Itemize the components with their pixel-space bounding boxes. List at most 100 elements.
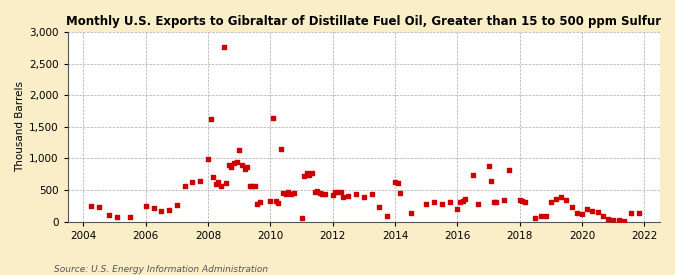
Point [202, 157, 213, 161]
Point [125, 215, 136, 219]
Point [489, 200, 500, 205]
Point [234, 148, 244, 152]
Point [389, 180, 400, 184]
Point [444, 200, 455, 204]
Y-axis label: Thousand Barrels: Thousand Barrels [15, 81, 25, 172]
Point [486, 179, 497, 183]
Point [491, 200, 502, 204]
Point [358, 195, 369, 200]
Point [551, 197, 562, 202]
Point [540, 214, 551, 219]
Point [374, 205, 385, 210]
Point [304, 172, 315, 177]
Point [330, 190, 341, 194]
Point [457, 198, 468, 203]
Point [239, 167, 250, 171]
Point [223, 163, 234, 167]
Point [603, 217, 614, 221]
Point [94, 205, 105, 209]
Point [561, 198, 572, 202]
Point [302, 171, 313, 175]
Point [270, 198, 281, 203]
Point [608, 217, 619, 222]
Point [343, 194, 354, 198]
Point [298, 174, 309, 178]
Point [312, 189, 323, 193]
Point [286, 192, 297, 196]
Point [164, 208, 175, 212]
Point [195, 178, 206, 183]
Point [351, 191, 362, 196]
Point [187, 180, 198, 184]
Point [338, 195, 348, 200]
Point [265, 198, 276, 203]
Point [535, 214, 546, 219]
Point [582, 207, 593, 211]
Point [392, 181, 403, 186]
Point [226, 164, 237, 169]
Point [275, 147, 286, 151]
Point [613, 218, 624, 222]
Point [278, 191, 289, 195]
Point [405, 211, 416, 215]
Point [382, 214, 393, 219]
Point [213, 180, 223, 184]
Point [216, 184, 227, 188]
Point [395, 191, 406, 195]
Point [618, 219, 629, 223]
Point [205, 117, 216, 122]
Point [180, 184, 190, 188]
Point [252, 202, 263, 206]
Point [454, 200, 465, 204]
Point [211, 182, 221, 186]
Point [208, 175, 219, 180]
Point [367, 191, 377, 196]
Point [221, 181, 232, 185]
Point [229, 160, 240, 165]
Point [597, 214, 608, 219]
Point [171, 202, 182, 207]
Point [468, 172, 479, 177]
Point [333, 190, 344, 194]
Point [626, 211, 637, 215]
Point [460, 197, 470, 202]
Point [545, 200, 556, 204]
Point [576, 212, 587, 217]
Point [319, 192, 330, 196]
Point [156, 208, 167, 213]
Point [218, 45, 229, 49]
Point [556, 195, 566, 200]
Point [335, 190, 346, 194]
Point [499, 198, 510, 202]
Point [296, 216, 307, 221]
Point [452, 207, 463, 211]
Point [571, 211, 582, 215]
Point [244, 184, 255, 188]
Point [267, 116, 278, 120]
Point [236, 163, 247, 167]
Point [242, 164, 252, 169]
Point [281, 192, 292, 196]
Point [283, 190, 294, 194]
Point [232, 160, 242, 164]
Point [517, 199, 528, 204]
Point [504, 168, 515, 172]
Point [111, 214, 122, 219]
Point [148, 206, 159, 210]
Point [140, 204, 151, 208]
Point [104, 213, 115, 218]
Point [587, 209, 598, 213]
Point [317, 191, 328, 196]
Point [315, 191, 325, 195]
Point [254, 200, 265, 204]
Text: Source: U.S. Energy Information Administration: Source: U.S. Energy Information Administ… [54, 265, 268, 274]
Point [306, 171, 317, 175]
Point [273, 200, 284, 205]
Point [247, 184, 258, 188]
Point [634, 211, 645, 215]
Title: Monthly U.S. Exports to Gibraltar of Distillate Fuel Oil, Greater than 15 to 500: Monthly U.S. Exports to Gibraltar of Dis… [66, 15, 662, 28]
Point [437, 202, 448, 206]
Point [530, 215, 541, 220]
Point [327, 192, 338, 197]
Point [514, 198, 525, 202]
